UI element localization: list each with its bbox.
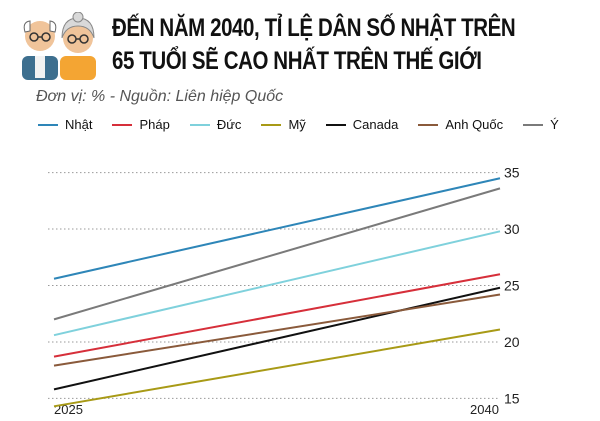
- elderly-couple-icon: [22, 12, 96, 80]
- series-line-5: [53, 293, 501, 367]
- legend-swatch-0: [38, 123, 58, 126]
- legend-item-4: Canada: [325, 117, 399, 132]
- series-line-1: [53, 273, 501, 358]
- series-line-2: [53, 230, 501, 337]
- legend-item-2: Đức: [189, 117, 242, 132]
- series-line-6: [53, 187, 501, 321]
- legend-label-3: Mỹ: [288, 117, 306, 132]
- legend-label-0: Nhật: [65, 117, 93, 132]
- chart-title: ĐẾN NĂM 2040, TỈ LỆ DÂN SỐ NHẬT TRÊN 65 …: [112, 12, 516, 78]
- legend-swatch-3: [261, 123, 282, 126]
- legend-item-6: Ý: [523, 117, 559, 132]
- series-line-4: [53, 286, 501, 391]
- y-tick-label-1: 20: [504, 334, 520, 350]
- legend-swatch-2: [189, 123, 210, 126]
- legend-swatch-1: [112, 123, 133, 126]
- legend-swatch-4: [325, 123, 346, 126]
- legend-item-3: Mỹ: [261, 117, 306, 132]
- legend-label-6: Ý: [550, 117, 559, 132]
- chart-title-line-2: 65 TUỔI SẼ CAO NHẤT TRÊN THẾ GIỚI: [112, 47, 482, 75]
- y-tick-label-3: 30: [504, 221, 520, 237]
- y-tick-label-4: 35: [504, 165, 520, 181]
- header: ĐẾN NĂM 2040, TỈ LỆ DÂN SỐ NHẬT TRÊN 65 …: [0, 0, 600, 105]
- legend-label-1: Pháp: [139, 117, 170, 132]
- chart-title-line-1: ĐẾN NĂM 2040, TỈ LỆ DÂN SỐ NHẬT TRÊN: [112, 14, 516, 42]
- legend-label-4: Canada: [352, 117, 399, 132]
- legend-swatch-5: [418, 123, 439, 126]
- legend-item-5: Anh Quốc: [418, 117, 503, 132]
- y-tick-label-2: 25: [504, 278, 520, 294]
- y-tick-label-0: 15: [504, 390, 520, 406]
- legend-swatch-6: [523, 123, 544, 126]
- series-line-0: [53, 177, 501, 280]
- legend: Nhật Pháp Đức Mỹ Canada Anh Quốc Ý: [38, 117, 579, 132]
- legend-label-5: Anh Quốc: [445, 117, 504, 132]
- chart-subtitle: Đơn vị: % - Nguồn: Liên hiệp Quốc: [36, 88, 284, 105]
- legend-item-1: Pháp: [112, 117, 170, 132]
- series-line-3: [53, 328, 501, 408]
- legend-label-2: Đức: [216, 117, 242, 132]
- x-tick-label-1: 2040: [470, 402, 499, 417]
- legend-item-0: Nhật: [38, 117, 92, 132]
